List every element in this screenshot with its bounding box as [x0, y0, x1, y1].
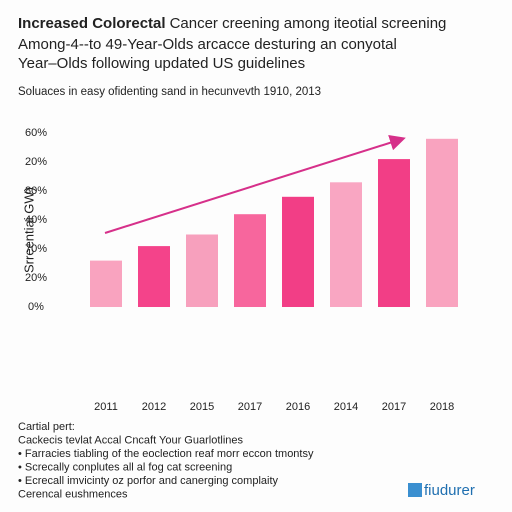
y-tick-label: 20% [25, 156, 47, 168]
note: • Screcally conplutes all al fog cat scr… [18, 461, 232, 473]
y-tick-label: 70% [25, 243, 47, 255]
trend-arrow [104, 134, 406, 234]
bar [234, 214, 266, 307]
logo: fiudurer [424, 482, 475, 499]
x-tick-label: 2017 [382, 401, 406, 413]
title-line: Year–Olds following updated US guideline… [18, 55, 305, 72]
title-line: Cancer creening among iteotial screening [170, 15, 447, 32]
title-lead: Increased Colorectal [18, 15, 166, 32]
chart-title: Increased Colorectal Cancer creening amon… [18, 15, 446, 32]
y-tick-label: 80% [25, 185, 47, 197]
bar [138, 246, 170, 307]
bar [426, 138, 458, 307]
note: • Ecrecall imvicinty oz porfor and caner… [18, 475, 279, 487]
y-tick-label: 0% [28, 301, 44, 313]
x-tick-label: 2017 [238, 401, 262, 413]
x-tick-label: 2012 [142, 401, 166, 413]
x-tick-label: 2016 [286, 401, 310, 413]
subtitle: Soluaces in easy ofidenting sand in hecu… [18, 86, 321, 98]
y-tick-label: 60% [25, 127, 47, 139]
x-tick-label: 2011 [94, 401, 118, 413]
bar [282, 196, 314, 307]
note: Cackecis tevlat Accal Cncaft Your Guarlo… [18, 434, 244, 446]
bar [186, 234, 218, 307]
x-tick-label: 2018 [430, 401, 454, 413]
y-axis-label: Srreentiai GW) [21, 187, 36, 273]
note: • Farracies tiabling of the eoclection r… [18, 448, 314, 460]
bar [90, 260, 122, 307]
logo-icon [408, 483, 422, 497]
x-tick-label: 2014 [334, 401, 358, 413]
bar [330, 182, 362, 307]
y-tick-label: 20% [25, 272, 47, 284]
x-tick-label: 2015 [190, 401, 214, 413]
y-tick-label: 40% [25, 214, 47, 226]
note: Cerencal eushmences [18, 488, 128, 500]
bar [378, 159, 410, 307]
note: Cartial pert: [18, 421, 75, 433]
title-line: Among-4--to 49-Year-Olds arcacce desturi… [18, 36, 397, 53]
